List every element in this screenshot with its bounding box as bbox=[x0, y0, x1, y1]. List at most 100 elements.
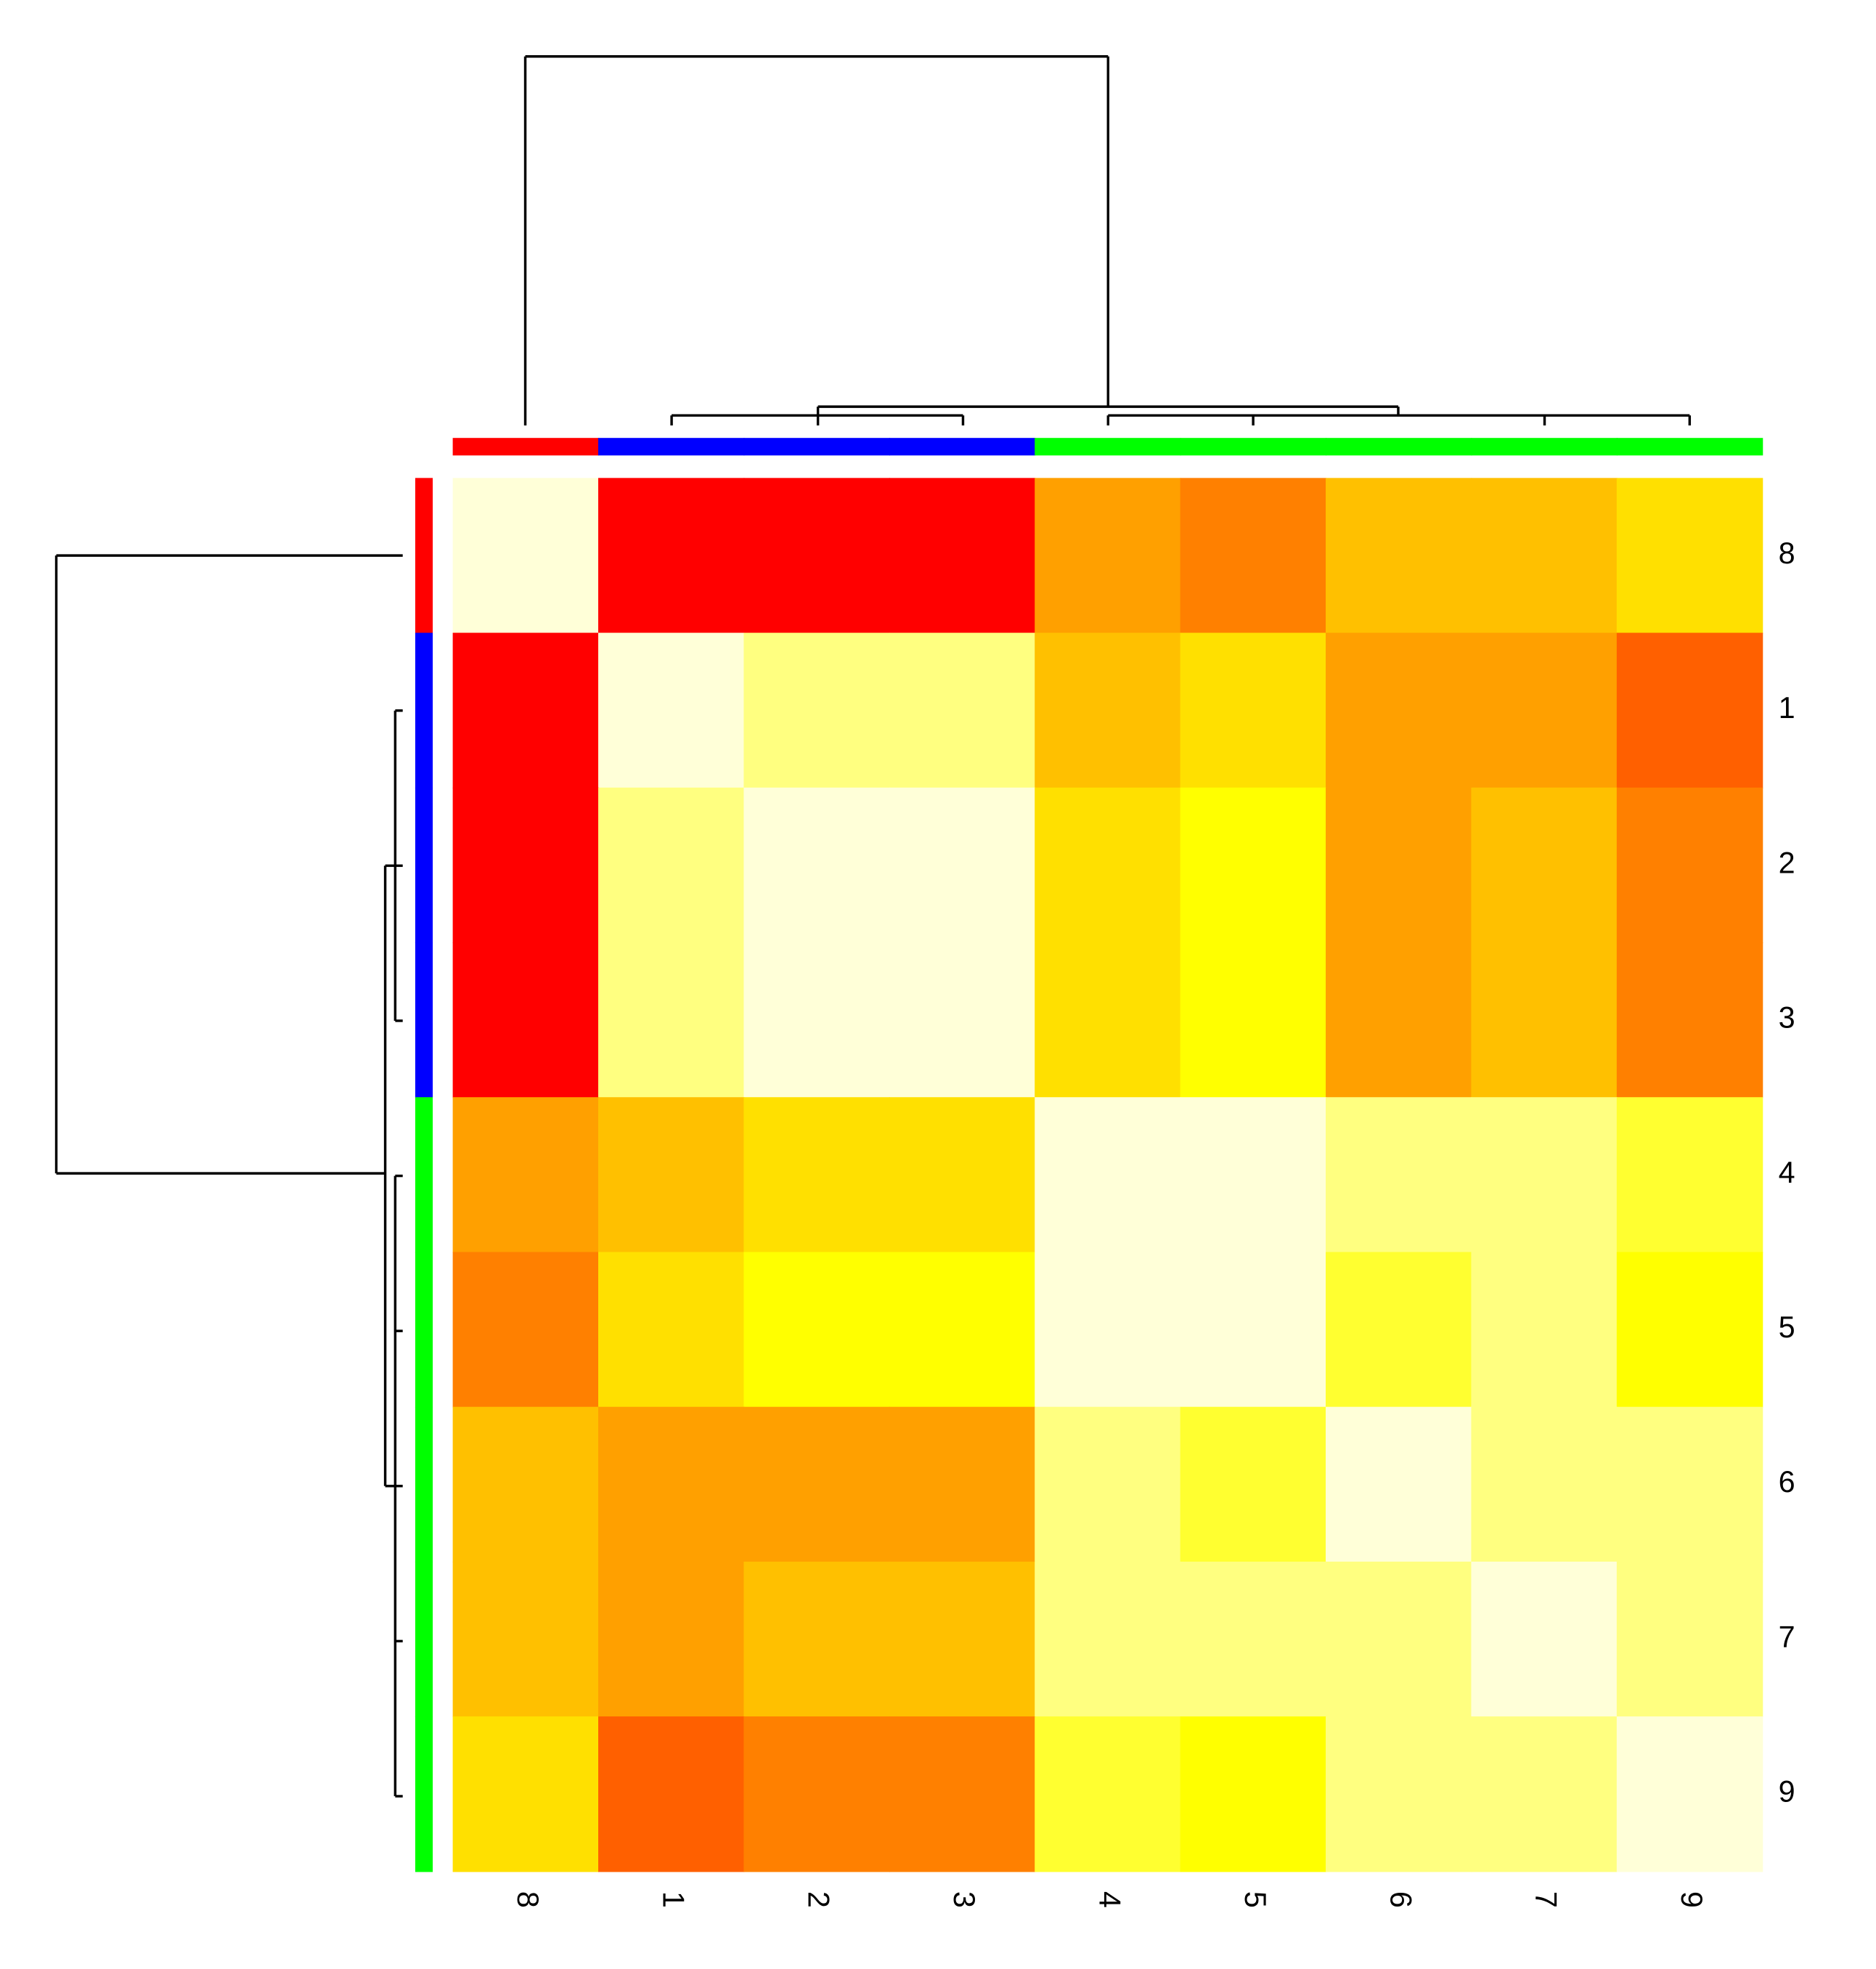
column-side-color bbox=[1035, 438, 1181, 456]
row-label: 6 bbox=[1779, 1465, 1795, 1499]
heatmap-cell bbox=[1180, 942, 1327, 1098]
heatmap-cell bbox=[1035, 1716, 1181, 1872]
heatmap-cell bbox=[1035, 787, 1181, 944]
column-side-color bbox=[743, 438, 890, 456]
row-label: 7 bbox=[1779, 1620, 1795, 1653]
row-side-color bbox=[415, 478, 433, 634]
column-side-color bbox=[1616, 438, 1763, 456]
column-label: 3 bbox=[947, 1891, 981, 1908]
heatmap-cell bbox=[1326, 942, 1472, 1098]
heatmap-cell bbox=[889, 1561, 1036, 1718]
heatmap-cell bbox=[1035, 1406, 1181, 1562]
column-side-color bbox=[889, 438, 1036, 456]
heatmap-cell bbox=[598, 1716, 745, 1872]
column-dendrogram bbox=[523, 55, 1692, 425]
row-side-color bbox=[415, 632, 433, 788]
heatmap-cell bbox=[598, 632, 745, 788]
heatmap-cell bbox=[1180, 1097, 1327, 1253]
heatmap-cell bbox=[452, 1252, 600, 1408]
column-side-color bbox=[452, 438, 600, 456]
heatmap-cell bbox=[1180, 787, 1327, 944]
heatmap-cell bbox=[743, 478, 890, 634]
heatmap-cell bbox=[1180, 1252, 1327, 1408]
row-side-color bbox=[415, 942, 433, 1098]
heatmap-cell bbox=[452, 787, 600, 944]
heatmap-cell bbox=[1471, 632, 1618, 788]
heatmap-cell bbox=[452, 1097, 600, 1253]
heatmap-cell bbox=[1326, 787, 1472, 944]
heatmap-cell bbox=[598, 787, 745, 944]
heatmap-cell bbox=[1326, 1406, 1472, 1562]
heatmap-cell bbox=[743, 1252, 890, 1408]
heatmap-cell bbox=[743, 942, 890, 1098]
heatmap-cell bbox=[889, 632, 1036, 788]
heatmap-cell bbox=[1326, 478, 1472, 634]
heatmap-cell bbox=[1326, 1561, 1472, 1718]
heatmap-cell bbox=[1326, 1097, 1472, 1253]
row-label: 9 bbox=[1779, 1775, 1795, 1809]
row-label: 1 bbox=[1779, 691, 1795, 725]
heatmap-cell bbox=[1616, 1097, 1763, 1253]
heatmap-cell bbox=[1035, 1097, 1181, 1253]
heatmap-cell bbox=[889, 1406, 1036, 1562]
heatmap-cell bbox=[598, 1561, 745, 1718]
heatmap-cell bbox=[743, 1561, 890, 1718]
heatmap-cell bbox=[1471, 478, 1618, 634]
row-side-color bbox=[415, 1406, 433, 1562]
heatmap-cell bbox=[1616, 787, 1763, 944]
heatmap-cell bbox=[1616, 478, 1763, 634]
heatmap-cell bbox=[1471, 1252, 1618, 1408]
column-label: 9 bbox=[1675, 1891, 1708, 1908]
heatmap-cell bbox=[598, 1252, 745, 1408]
heatmap-cell bbox=[889, 1097, 1036, 1253]
heatmap-cell bbox=[1616, 942, 1763, 1098]
heatmap-cell bbox=[1180, 1716, 1327, 1872]
column-label: 8 bbox=[511, 1891, 545, 1908]
column-label: 4 bbox=[1093, 1891, 1126, 1908]
heatmap-cell bbox=[1035, 942, 1181, 1098]
column-side-color bbox=[598, 438, 745, 456]
heatmap-cell bbox=[1326, 632, 1472, 788]
heatmap-cell bbox=[743, 787, 890, 944]
heatmap-cell bbox=[1035, 478, 1181, 634]
heatmap-cell bbox=[1471, 1561, 1618, 1718]
heatmap-cell bbox=[1180, 1406, 1327, 1562]
row-side-color bbox=[415, 1097, 433, 1253]
heatmap-cell bbox=[1471, 942, 1618, 1098]
heatmap-cell bbox=[743, 1716, 890, 1872]
column-side-color bbox=[1471, 438, 1618, 456]
heatmap-cell bbox=[1471, 787, 1618, 944]
heatmap-cell bbox=[1326, 1252, 1472, 1408]
heatmap-cell bbox=[598, 1097, 745, 1253]
heatmap-cell bbox=[452, 1561, 600, 1718]
heatmap-cell bbox=[889, 478, 1036, 634]
heatmap-cell bbox=[1616, 1406, 1763, 1562]
heatmap-cell bbox=[1180, 1561, 1327, 1718]
heatmap-cell bbox=[1471, 1406, 1618, 1562]
heatmap-cell bbox=[1616, 632, 1763, 788]
column-label: 7 bbox=[1530, 1891, 1563, 1908]
heatmap-cell bbox=[598, 942, 745, 1098]
heatmap-cell bbox=[598, 478, 745, 634]
heatmap-cell bbox=[1471, 1716, 1618, 1872]
heatmap-cell bbox=[1616, 1252, 1763, 1408]
heatmap-cell bbox=[1180, 632, 1327, 788]
heatmap-cell bbox=[1471, 1097, 1618, 1253]
heatmap-cell bbox=[889, 1716, 1036, 1872]
heatmap-cell bbox=[452, 478, 600, 634]
row-dendrogram bbox=[54, 554, 403, 1798]
column-label: 5 bbox=[1239, 1891, 1272, 1908]
heatmap-cell bbox=[889, 1252, 1036, 1408]
row-label: 5 bbox=[1779, 1310, 1795, 1344]
heatmap-cell bbox=[1616, 1561, 1763, 1718]
heatmap-cell bbox=[1616, 1716, 1763, 1872]
heatmap-cell bbox=[1180, 478, 1327, 634]
column-label: 1 bbox=[656, 1891, 690, 1908]
column-label: 6 bbox=[1384, 1891, 1417, 1908]
row-label: 4 bbox=[1779, 1156, 1795, 1189]
heatmap-cell bbox=[598, 1406, 745, 1562]
heatmap-cell bbox=[1035, 1252, 1181, 1408]
row-label: 8 bbox=[1779, 537, 1795, 570]
column-side-color bbox=[1180, 438, 1327, 456]
